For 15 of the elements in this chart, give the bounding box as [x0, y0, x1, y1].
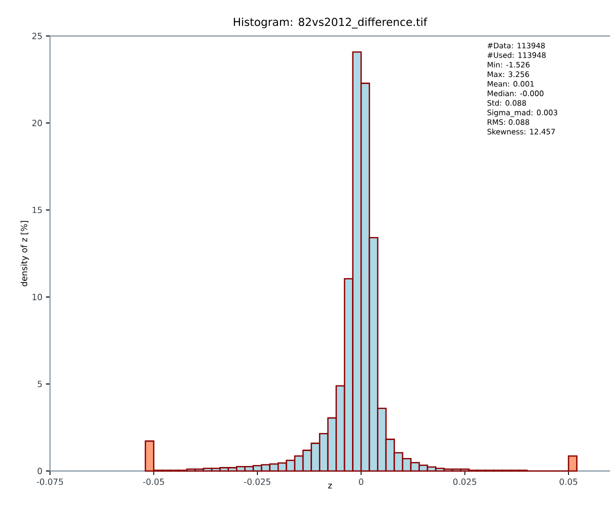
x-tick-label: -0.075 — [36, 478, 63, 485]
y-tick-label: 0 — [38, 468, 42, 474]
x-tick-label: 0.05 — [560, 478, 578, 485]
x-tick-label: 0 — [358, 478, 364, 485]
x-tick-label: -0.05 — [143, 478, 164, 485]
y-tick-label: 20 — [32, 120, 42, 126]
y-tick-label: 10 — [32, 294, 42, 300]
y-tick-label: 5 — [38, 380, 42, 388]
y-tick-label: 15 — [32, 206, 42, 214]
y-tick-label: 25 — [32, 32, 42, 40]
x-tick-label: 0.025 — [453, 478, 476, 485]
x-tick-label: -0.025 — [244, 478, 270, 485]
x-axis-title: z — [328, 484, 332, 488]
y-axis-title: density of z [%] — [20, 221, 29, 286]
chart-title: Histogram: 82vs2012_difference.tif — [234, 18, 428, 28]
